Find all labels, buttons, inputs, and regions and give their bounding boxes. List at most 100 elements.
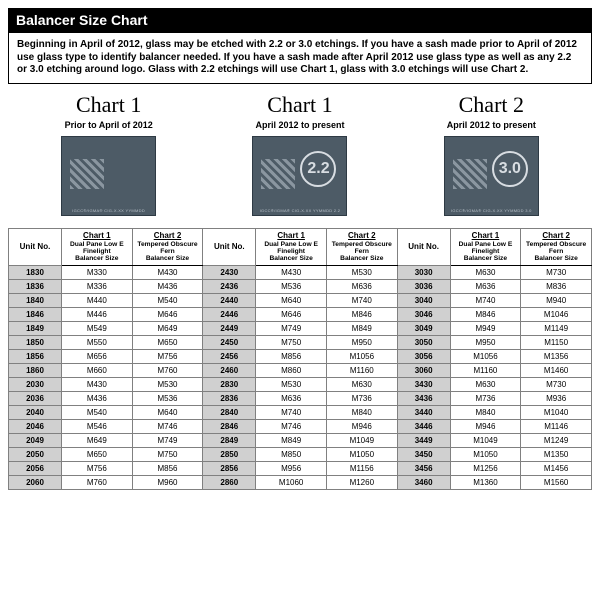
value-cell: M530 <box>132 377 203 391</box>
value-cell: M756 <box>132 349 203 363</box>
value-cell: M1360 <box>450 475 521 489</box>
table-row: 2030M430M5302830M530M6303430M630M730 <box>9 377 592 391</box>
unit-cell: 3036 <box>397 279 450 293</box>
value-cell: M840 <box>450 405 521 419</box>
unit-cell: 2456 <box>203 349 256 363</box>
col-unit: Unit No. <box>9 228 62 265</box>
value-cell: M836 <box>521 279 592 293</box>
value-cell: M640 <box>256 293 327 307</box>
value-cell: M636 <box>256 391 327 405</box>
value-cell: M646 <box>132 307 203 321</box>
etching-circle: 2.2 <box>300 151 336 187</box>
unit-cell: 3030 <box>397 265 450 279</box>
unit-cell: 3049 <box>397 321 450 335</box>
value-cell: M936 <box>521 391 592 405</box>
col-unit: Unit No. <box>203 228 256 265</box>
table-row: 2046M546M7462846M746M9463446M946M1146 <box>9 419 592 433</box>
value-cell: M656 <box>62 349 133 363</box>
value-cell: M1156 <box>326 461 397 475</box>
unit-cell: 2449 <box>203 321 256 335</box>
unit-cell: 3060 <box>397 363 450 377</box>
unit-cell: 1856 <box>9 349 62 363</box>
value-cell: M960 <box>132 475 203 489</box>
unit-cell: 3040 <box>397 293 450 307</box>
value-cell: M1560 <box>521 475 592 489</box>
value-cell: M749 <box>256 321 327 335</box>
value-cell: M540 <box>62 405 133 419</box>
value-cell: M630 <box>450 377 521 391</box>
unit-cell: 2056 <box>9 461 62 475</box>
table-row: 1846M446M6462446M646M8463046M846M1046 <box>9 307 592 321</box>
unit-cell: 3050 <box>397 335 450 349</box>
intro-text: Beginning in April of 2012, glass may be… <box>8 32 592 84</box>
unit-cell: 3440 <box>397 405 450 419</box>
value-cell: M849 <box>326 321 397 335</box>
value-cell: M436 <box>132 279 203 293</box>
value-cell: M530 <box>256 377 327 391</box>
glass-badge: 3.0 IGCC®/IGMA® CIG-X.XX YYMMDD 3.0 <box>444 136 539 216</box>
value-cell: M746 <box>256 419 327 433</box>
value-cell: M1160 <box>326 363 397 377</box>
value-cell: M1049 <box>326 433 397 447</box>
unit-cell: 2440 <box>203 293 256 307</box>
value-cell: M1049 <box>450 433 521 447</box>
value-cell: M536 <box>132 391 203 405</box>
col-chart1: Chart 1Dual Pane Low E FinelightBalancer… <box>256 228 327 265</box>
unit-cell: 2850 <box>203 447 256 461</box>
unit-cell: 3046 <box>397 307 450 321</box>
value-cell: M760 <box>62 475 133 489</box>
unit-cell: 3449 <box>397 433 450 447</box>
value-cell: M660 <box>62 363 133 377</box>
value-cell: M446 <box>62 307 133 321</box>
value-cell: M550 <box>62 335 133 349</box>
table-row: 1840M440M5402440M640M7403040M740M940 <box>9 293 592 307</box>
value-cell: M649 <box>132 321 203 335</box>
unit-cell: 3446 <box>397 419 450 433</box>
value-cell: M856 <box>256 349 327 363</box>
unit-cell: 1860 <box>9 363 62 377</box>
value-cell: M950 <box>450 335 521 349</box>
table-row: 1836M336M4362436M536M6363036M636M836 <box>9 279 592 293</box>
value-cell: M730 <box>521 377 592 391</box>
unit-cell: 3436 <box>397 391 450 405</box>
value-cell: M1056 <box>450 349 521 363</box>
unit-cell: 3056 <box>397 349 450 363</box>
value-cell: M536 <box>256 279 327 293</box>
table-row: 2060M760M9602860M1060M12603460M1360M1560 <box>9 475 592 489</box>
value-cell: M430 <box>62 377 133 391</box>
value-cell: M949 <box>450 321 521 335</box>
value-cell: M746 <box>132 419 203 433</box>
value-cell: M1350 <box>521 447 592 461</box>
value-cell: M846 <box>450 307 521 321</box>
value-cell: M849 <box>256 433 327 447</box>
value-cell: M636 <box>450 279 521 293</box>
chart-subtitle: April 2012 to present <box>219 120 380 130</box>
value-cell: M530 <box>326 265 397 279</box>
value-cell: M749 <box>132 433 203 447</box>
value-cell: M740 <box>326 293 397 307</box>
value-cell: M540 <box>132 293 203 307</box>
value-cell: M860 <box>256 363 327 377</box>
unit-cell: 2046 <box>9 419 62 433</box>
value-cell: M950 <box>326 335 397 349</box>
value-cell: M856 <box>132 461 203 475</box>
chart-col-1: Chart 1 Prior to April of 2012 IGCC®/IGM… <box>28 92 189 216</box>
table-row: 1850M550M6502450M750M9503050M950M1150 <box>9 335 592 349</box>
unit-cell: 3460 <box>397 475 450 489</box>
unit-cell: 2846 <box>203 419 256 433</box>
value-cell: M736 <box>450 391 521 405</box>
value-cell: M336 <box>62 279 133 293</box>
value-cell: M850 <box>256 447 327 461</box>
unit-cell: 1849 <box>9 321 62 335</box>
value-cell: M1056 <box>326 349 397 363</box>
value-cell: M1456 <box>521 461 592 475</box>
chart-subtitle: April 2012 to present <box>411 120 572 130</box>
value-cell: M756 <box>62 461 133 475</box>
unit-cell: 2460 <box>203 363 256 377</box>
value-cell: M740 <box>256 405 327 419</box>
col-chart1: Chart 1Dual Pane Low E FinelightBalancer… <box>450 228 521 265</box>
table-row: 1830M330M4302430M430M5303030M630M730 <box>9 265 592 279</box>
value-cell: M640 <box>132 405 203 419</box>
unit-cell: 1846 <box>9 307 62 321</box>
value-cell: M940 <box>521 293 592 307</box>
